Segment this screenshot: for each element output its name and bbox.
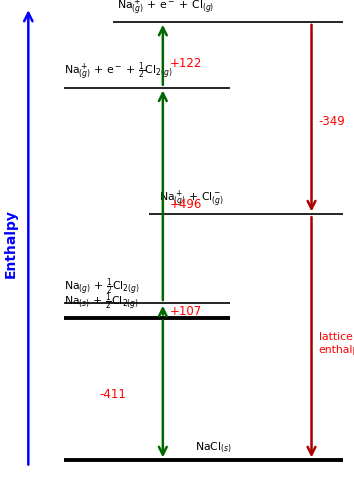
- Text: +496: +496: [170, 198, 202, 211]
- Text: lattice formation
enthalpy: lattice formation enthalpy: [319, 332, 354, 355]
- Text: Na$_{(g)}$ + $\frac{1}{2}$Cl$_{2(g)}$: Na$_{(g)}$ + $\frac{1}{2}$Cl$_{2(g)}$: [64, 277, 139, 298]
- Text: -349: -349: [319, 115, 346, 128]
- Text: Na$_{(s)}$ + $\frac{1}{2}$Cl$_{2(g)}$: Na$_{(s)}$ + $\frac{1}{2}$Cl$_{2(g)}$: [64, 291, 139, 313]
- Text: Na$^+_{(g)}$ + e$^-$ + Cl$_{(g)}$: Na$^+_{(g)}$ + e$^-$ + Cl$_{(g)}$: [117, 0, 214, 17]
- Text: Na$^+_{(g)}$ + Cl$^-_{(g)}$: Na$^+_{(g)}$ + Cl$^-_{(g)}$: [159, 188, 224, 209]
- Text: NaCl$_{(s)}$: NaCl$_{(s)}$: [195, 441, 232, 455]
- Text: +122: +122: [170, 57, 202, 70]
- Text: Na$^+_{(g)}$ + e$^-$ + $\frac{1}{2}$Cl$_{2(g)}$: Na$^+_{(g)}$ + e$^-$ + $\frac{1}{2}$Cl$_…: [64, 60, 172, 83]
- Text: Enthalpy: Enthalpy: [4, 209, 18, 278]
- Text: +107: +107: [170, 305, 202, 318]
- Text: -411: -411: [99, 388, 126, 401]
